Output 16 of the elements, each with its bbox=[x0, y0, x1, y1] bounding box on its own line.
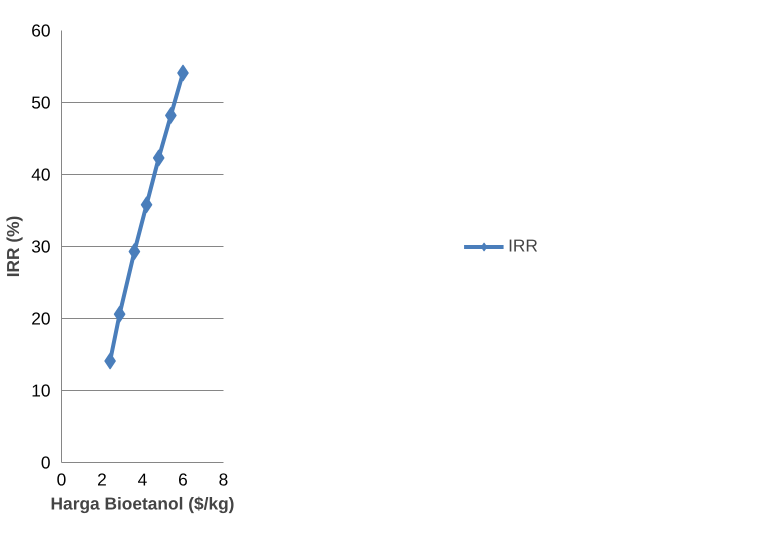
x-axis-title: Harga Bioetanol ($/kg) bbox=[50, 494, 234, 514]
y-tick-label: 40 bbox=[31, 164, 51, 184]
y-tick-label: 60 bbox=[31, 20, 51, 40]
x-tick-label: 4 bbox=[138, 470, 148, 490]
x-tick-label: 8 bbox=[218, 470, 228, 490]
x-tick-label: 0 bbox=[56, 470, 66, 490]
y-tick-label: 10 bbox=[31, 380, 51, 400]
y-tick-label: 30 bbox=[31, 236, 51, 256]
x-tick-label: 2 bbox=[97, 470, 107, 490]
y-tick-label: 0 bbox=[40, 452, 51, 472]
y-tick-label: 20 bbox=[31, 308, 51, 328]
y-tick-label: 50 bbox=[31, 92, 51, 112]
y-axis-title: IRR (%) bbox=[3, 216, 24, 278]
x-tick-label: 6 bbox=[178, 470, 188, 490]
point bbox=[152, 149, 165, 166]
legend-label: IRR bbox=[508, 236, 538, 256]
